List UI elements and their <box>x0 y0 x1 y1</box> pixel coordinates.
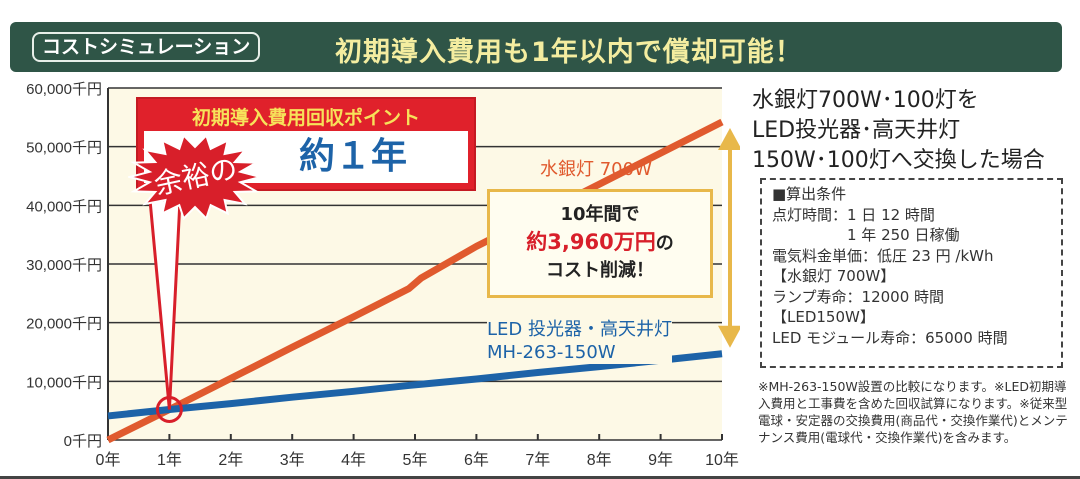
x-tick-label: 9年 <box>648 451 673 469</box>
y-tick-label: 10,000千円 <box>26 374 102 391</box>
bottom-rule <box>0 476 1080 479</box>
condition-line: 電気料金単価：低圧 23 円 /kWh <box>772 246 994 265</box>
y-tick-label: 40,000千円 <box>26 198 102 215</box>
savings-line-3: コスト削減！ <box>546 260 654 281</box>
header-banner: コストシミュレーション 初期導入費用も1年以内で償却可能！ <box>10 22 1062 72</box>
condition-line: 1 年 250 日稼働 <box>772 226 960 244</box>
calculation-conditions-box: ■算出条件 点灯時間：1 日 12 時間 1 年 250 日稼働 電気料金単価：… <box>760 178 1063 368</box>
recovery-point-value: 約１年 <box>299 136 408 177</box>
savings-line-1: 10年間で <box>560 204 640 225</box>
x-tick-label: 6年 <box>464 451 489 469</box>
headline: 初期導入費用も1年以内で償却可能！ <box>335 37 803 68</box>
y-tick-label: 60,000千円 <box>26 81 102 98</box>
x-tick-label: 10年 <box>705 451 739 469</box>
condition-line: 【水銀灯 700W】 <box>772 267 896 285</box>
recovery-point-title: 初期導入費用回収ポイント <box>191 107 420 129</box>
savings-callout: 10年間で 約3,960万円の コスト削減！ <box>487 189 713 298</box>
mercury-series-line <box>106 118 724 444</box>
mercury-series-label: 水銀灯 700W <box>540 159 652 180</box>
comparison-title-line: LED投光器･高天井灯 <box>752 118 961 143</box>
led-label-line-2: MH-263-150W <box>487 342 616 363</box>
x-tick-label: 3年 <box>280 451 305 469</box>
savings-amount: 約3,960万円 <box>526 230 656 254</box>
led-series-line <box>107 350 723 420</box>
x-tick-label: 1年 <box>157 451 182 469</box>
y-tick-label: 20,000千円 <box>26 316 102 333</box>
comparison-title-line: 150W･100灯へ交換した場合 <box>752 148 1045 173</box>
savings-suffix: の <box>655 233 674 254</box>
condition-line: 【LED150W】 <box>772 308 875 326</box>
comparison-title-line: 水銀灯700W･100灯を <box>752 88 979 113</box>
recovery-point-marker <box>155 395 183 423</box>
x-tick-label: 4年 <box>341 451 366 469</box>
led-label-line-1: LED 投光器・高天井灯 <box>487 319 672 340</box>
arrow-up-icon <box>718 128 740 151</box>
x-tick-label: 5年 <box>403 451 428 469</box>
arrow-down-icon <box>718 325 740 348</box>
condition-heading: ■算出条件 <box>772 185 847 203</box>
x-tick-label: 0年 <box>96 451 121 469</box>
y-tick-label: 30,000千円 <box>26 257 102 274</box>
starburst-badge: 余裕の <box>128 135 263 220</box>
condition-line: 点灯時間：1 日 12 時間 <box>772 205 935 224</box>
footnotes: ※MH-263-150W設置の比較になります。※LED初期導入費用と工事費を含め… <box>758 379 1068 445</box>
x-tick-label: 7年 <box>525 451 550 469</box>
y-tick-label: 50,000千円 <box>26 140 102 157</box>
condition-line: LED モジュール寿命：65000 時間 <box>772 328 1008 347</box>
cost-simulation-badge: コストシミュレーション <box>32 32 261 62</box>
y-tick-label: 0千円 <box>64 433 102 450</box>
x-tick-label: 2年 <box>218 451 243 469</box>
comparison-title: 水銀灯700W･100灯を LED投光器･高天井灯 150W･100灯へ交換した… <box>752 86 1045 176</box>
led-series-label: LED 投光器・高天井灯 MH-263-150W <box>487 318 672 364</box>
x-tick-label: 8年 <box>587 451 612 469</box>
starburst-icon <box>128 135 263 220</box>
condition-line: ランプ寿命：12000 時間 <box>772 287 945 306</box>
